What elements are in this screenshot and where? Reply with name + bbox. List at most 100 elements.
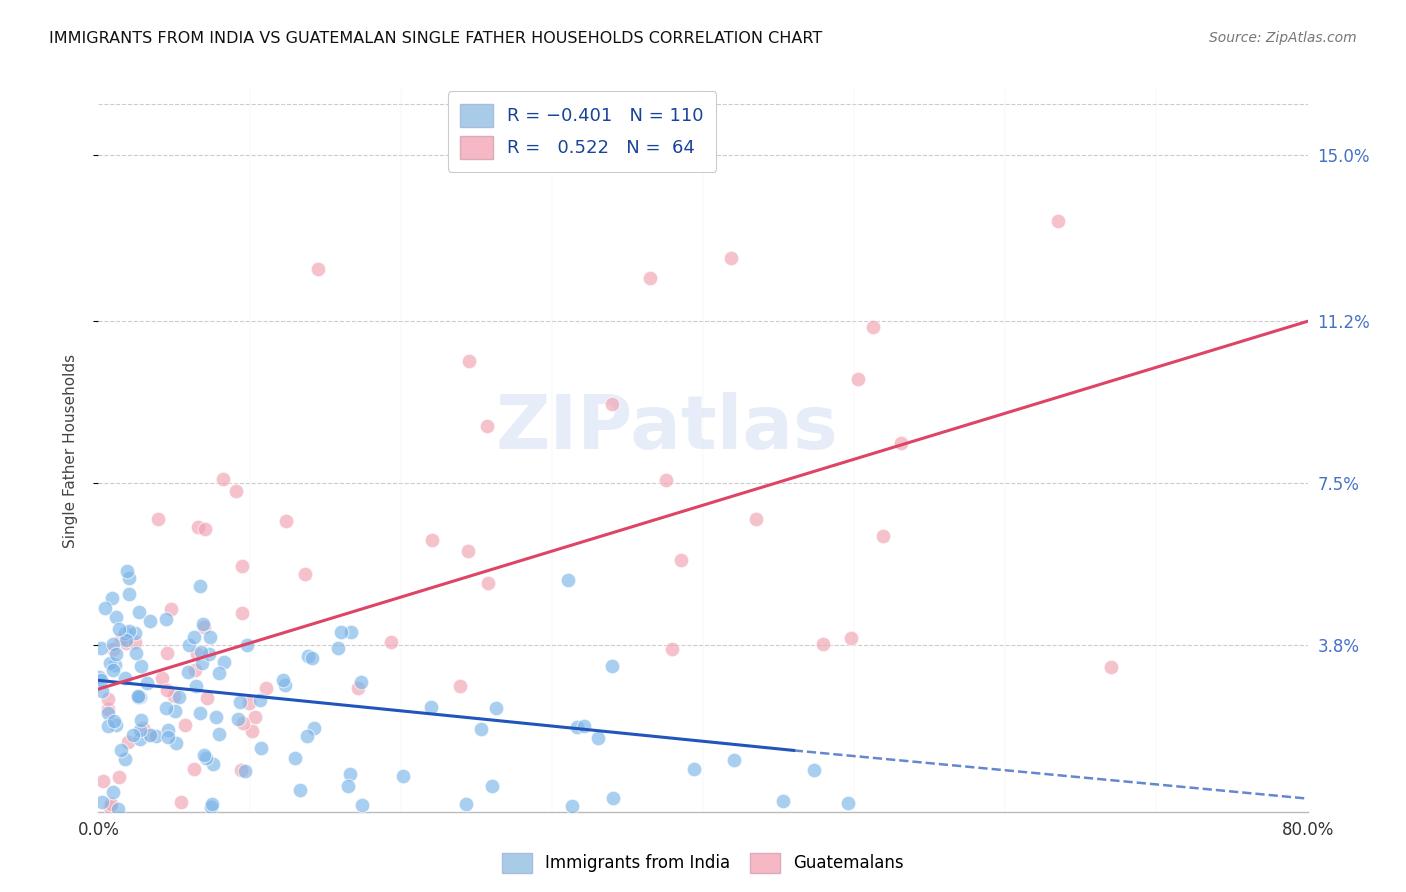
Point [110, 742, 132, 756]
Point [139, 728, 162, 742]
Point [97, 692, 120, 706]
Point [682, 762, 704, 776]
Point [240, 724, 263, 739]
Point [117, 735, 139, 749]
Point [155, 700, 177, 714]
Point [104, 658, 127, 673]
Point [186, 679, 208, 693]
Point [177, 665, 200, 679]
Point [236, 638, 259, 652]
Point [91, 773, 114, 788]
Point [127, 689, 149, 703]
Point [108, 622, 131, 636]
Point [238, 697, 260, 711]
Point [193, 619, 215, 633]
Point [124, 634, 146, 648]
Point [108, 770, 131, 784]
Point [330, 625, 353, 640]
Point [274, 514, 297, 528]
Point [150, 671, 173, 685]
Point [98, 657, 121, 671]
Point [186, 647, 208, 661]
Point [87, 670, 110, 684]
Point [145, 729, 167, 743]
Point [103, 663, 125, 677]
Legend: R = −0.401   N = 110, R =   0.522   N =  64: R = −0.401 N = 110, R = 0.522 N = 64 [447, 91, 717, 172]
Point [457, 544, 479, 558]
Point [602, 397, 624, 411]
Point [195, 751, 218, 765]
Point [337, 779, 360, 793]
Point [301, 651, 323, 665]
Point [720, 251, 742, 265]
Point [90, 673, 112, 687]
Point [100, 591, 122, 606]
Point [190, 645, 212, 659]
Point [229, 695, 252, 709]
Point [347, 681, 370, 696]
Point [156, 723, 179, 737]
Text: ZIPatlas: ZIPatlas [495, 392, 838, 466]
Point [128, 605, 150, 619]
Point [231, 559, 253, 574]
Point [194, 522, 217, 536]
Point [187, 520, 209, 534]
Point [803, 764, 825, 778]
Point [380, 635, 402, 649]
Point [191, 657, 214, 671]
Point [198, 630, 221, 644]
Point [655, 473, 678, 487]
Point [105, 718, 128, 732]
Point [105, 648, 128, 662]
Point [191, 617, 214, 632]
Point [1047, 213, 1070, 227]
Point [229, 763, 252, 777]
Point [561, 799, 583, 814]
Point [114, 625, 136, 640]
Point [477, 576, 499, 591]
Point [129, 714, 152, 728]
Point [302, 721, 325, 735]
Point [107, 802, 129, 816]
Point [249, 693, 271, 707]
Point [862, 319, 884, 334]
Point [307, 261, 329, 276]
Point [115, 633, 138, 648]
Point [118, 587, 141, 601]
Point [201, 797, 224, 811]
Point [90, 641, 112, 656]
Point [846, 372, 869, 386]
Text: IMMIGRANTS FROM INDIA VS GUATEMALAN SINGLE FATHER HOUSEHOLDS CORRELATION CHART: IMMIGRANTS FROM INDIA VS GUATEMALAN SING… [49, 31, 823, 46]
Point [103, 714, 125, 728]
Point [103, 637, 125, 651]
Point [454, 797, 477, 811]
Point [772, 794, 794, 808]
Point [156, 646, 179, 660]
Point [250, 740, 273, 755]
Point [352, 798, 374, 813]
Point [284, 750, 307, 764]
Point [91, 683, 114, 698]
Point [97, 706, 120, 721]
Point [146, 512, 169, 526]
Point [294, 566, 316, 581]
Point [271, 673, 294, 688]
Point [572, 719, 595, 733]
Point [204, 710, 226, 724]
Point [588, 731, 610, 745]
Point [837, 796, 859, 810]
Point [97, 719, 120, 733]
Point [156, 683, 179, 698]
Point [114, 671, 136, 685]
Point [297, 648, 319, 663]
Point [839, 631, 862, 645]
Point [392, 769, 415, 783]
Point [114, 751, 136, 765]
Point [211, 473, 233, 487]
Point [165, 736, 187, 750]
Point [128, 732, 150, 747]
Point [340, 625, 363, 640]
Point [165, 704, 187, 718]
Point [254, 681, 277, 695]
Point [169, 690, 191, 704]
